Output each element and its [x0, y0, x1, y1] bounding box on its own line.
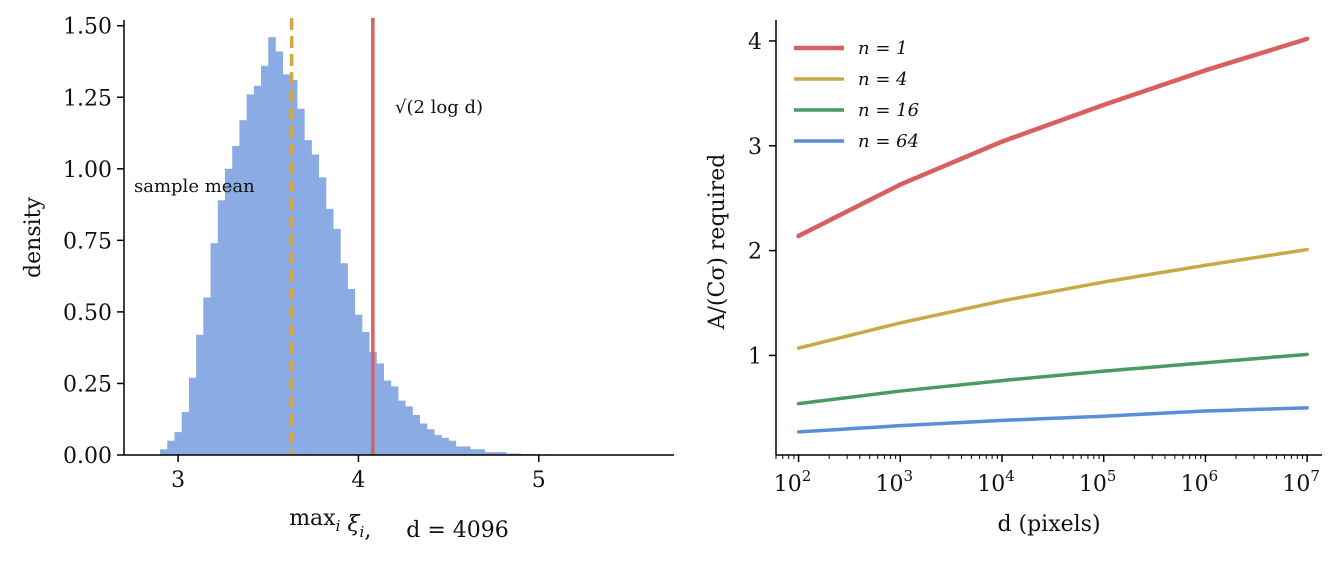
line-chart-x-tick-label: 106 [1181, 467, 1219, 497]
line-chart-x-tick-label: 105 [1079, 467, 1117, 497]
histogram-bar [188, 377, 197, 455]
histogram-bar [217, 200, 226, 455]
histogram-bar [362, 331, 370, 455]
histogram-y-tick-label: 1.00 [63, 158, 112, 183]
histogram-panel: 0.00 0.25 0.50 0.75 1.00 1.25 1.50 3 4 5 density… [21, 15, 674, 543]
histogram-bar [253, 85, 262, 456]
histogram-x-tick-label: 4 [351, 468, 365, 493]
histogram-bar [167, 440, 175, 455]
histogram-bar [203, 297, 211, 455]
line-chart-x-ticks: 102 103 104 105 106 107 [774, 455, 1320, 497]
line-chart-y-ticks: 1 2 3 4 [748, 30, 776, 369]
histogram-bars [160, 37, 644, 456]
legend-label: n = 64 [858, 131, 919, 152]
histogram-bar [239, 120, 247, 455]
histogram-bar [246, 94, 255, 455]
histogram-y-tick-label: 0.00 [63, 444, 112, 469]
line-chart-x-tick-label: 102 [774, 467, 812, 497]
histogram-bar [484, 452, 493, 455]
histogram-x-axis-label: maxi ξi, d = 4096 [289, 506, 509, 543]
histogram-reference-lines [289, 18, 375, 455]
histogram-bar [448, 440, 457, 455]
histogram-bar [297, 108, 305, 455]
line-chart-legend: n = 1 n = 4 n = 16 n = 64 [794, 38, 919, 152]
histogram-bar [210, 243, 219, 455]
histogram-bar [232, 145, 240, 455]
histogram-bar [181, 412, 190, 455]
histogram-bar [441, 437, 449, 455]
histogram-bar [325, 208, 334, 455]
line-chart-y-axis-label: A/(Cσ) required [705, 154, 730, 331]
histogram-bar [304, 140, 312, 455]
histogram-bar [398, 400, 406, 455]
histogram-bar [174, 432, 183, 455]
series-line [796, 36, 1310, 239]
histogram-x-tick-label: 3 [171, 468, 185, 493]
histogram-bar [405, 406, 413, 455]
histogram-bar [160, 449, 168, 455]
histogram-bar [419, 423, 428, 455]
histogram-bar [347, 289, 356, 455]
legend-label: n = 4 [858, 69, 908, 90]
histogram-y-tick-label: 0.75 [63, 229, 112, 254]
histogram-bar [499, 452, 507, 455]
line-chart-y-tick-label: 3 [748, 135, 762, 160]
legend-label: n = 16 [858, 100, 919, 121]
histogram-bar [426, 429, 435, 455]
histogram-bar [282, 74, 291, 455]
legend-label: n = 1 [858, 38, 908, 59]
histogram-bar [196, 334, 204, 455]
histogram-bar [261, 65, 269, 455]
sample-mean-label: sample mean [134, 176, 255, 197]
histogram-y-tick-label: 0.25 [63, 372, 112, 397]
histogram-bar [333, 228, 341, 455]
series-line [796, 352, 1309, 406]
histogram-bar [311, 154, 320, 455]
histogram-bar [455, 446, 464, 455]
histogram-bar [470, 449, 478, 455]
line-chart-y-tick-label: 2 [748, 240, 762, 265]
histogram-bar [412, 414, 421, 455]
histogram-bar [463, 446, 471, 455]
histogram-y-tick-label: 0.50 [63, 301, 112, 326]
histogram-bar [477, 449, 485, 455]
histogram-y-axis-label: density [21, 196, 46, 277]
histogram-bar [318, 177, 327, 456]
line-chart-y-tick-label: 1 [748, 344, 762, 369]
histogram-x-tick-label: 5 [532, 468, 546, 493]
line-chart-x-tick-label: 107 [1282, 467, 1320, 497]
histogram-bar [340, 263, 348, 455]
histogram-y-ticks: 0.00 0.25 0.50 0.75 1.00 1.25 1.50 [63, 15, 124, 469]
histogram-y-tick-label: 1.25 [63, 86, 112, 111]
line-chart-x-tick-label: 103 [876, 467, 914, 497]
histogram-bar [376, 363, 384, 455]
histogram-bar [383, 380, 392, 455]
histogram-bar [434, 434, 442, 455]
histogram-bar [354, 314, 363, 455]
series-line [796, 406, 1309, 434]
histogram-bar [289, 80, 298, 455]
line-chart-y-tick-label: 4 [748, 30, 762, 55]
histogram-bar [491, 452, 500, 455]
histogram-bar [268, 37, 276, 455]
line-chart-x-tick-label: 104 [977, 467, 1015, 497]
line-chart-x-axis-label: d (pixels) [997, 512, 1100, 537]
histogram-bar [275, 51, 283, 456]
sqrt-2-log-d-label: √(2 log d) [395, 97, 483, 118]
histogram-x-ticks: 3 4 5 [171, 455, 546, 493]
histogram-bar [390, 386, 399, 455]
histogram-bar [224, 168, 233, 455]
series-line [796, 247, 1309, 350]
histogram-y-tick-label: 1.50 [63, 15, 112, 40]
line-series-group [796, 36, 1310, 434]
